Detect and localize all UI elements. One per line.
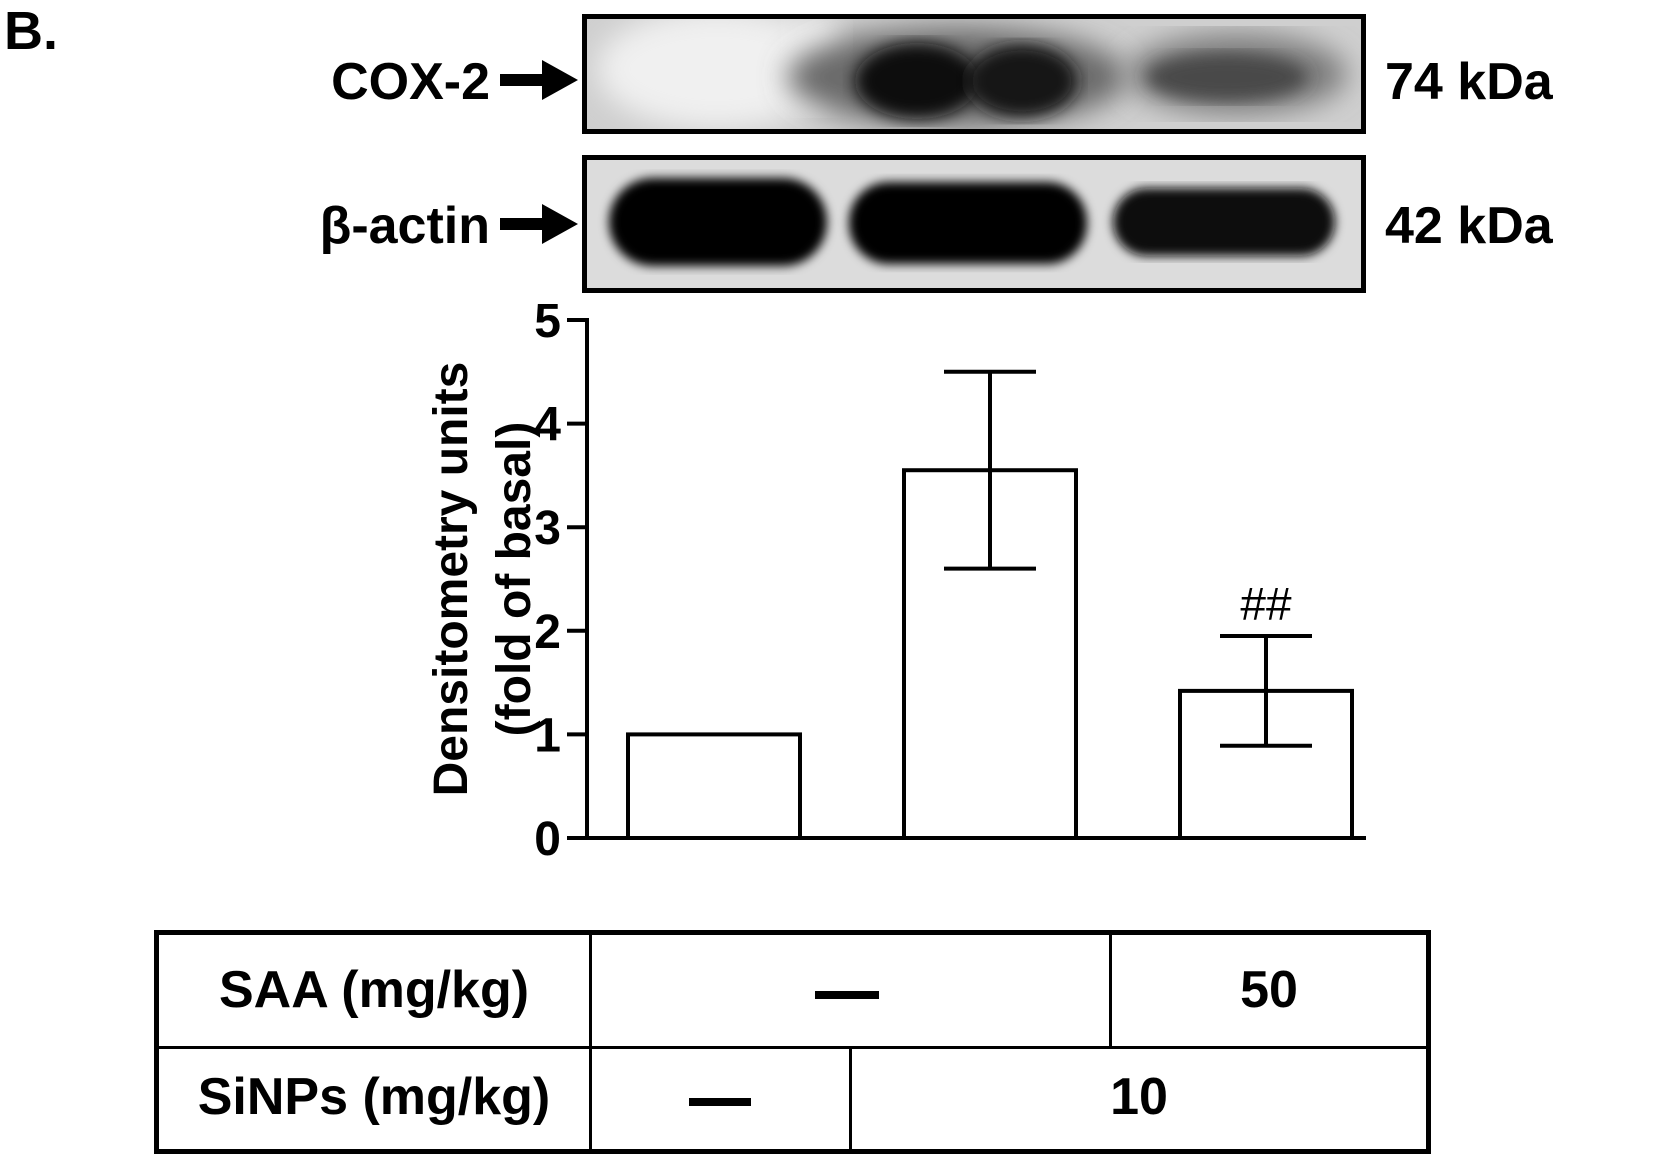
actin-label: β-actin <box>319 197 490 255</box>
actin-mw-label: 42 kDa <box>1385 197 1553 255</box>
y-axis-label-line1: Densitometry units <box>425 362 478 797</box>
saa-row-label: SAA (mg/kg) <box>218 961 530 1019</box>
table-saa-divider <box>1109 935 1112 1046</box>
treatment-table: SAA (mg/kg) 50 SiNPs (mg/kg) 10 <box>154 930 1431 1154</box>
saa-dose-value: 50 <box>1240 961 1298 1019</box>
y-tick-label: 1 <box>534 709 561 762</box>
bar <box>626 732 802 840</box>
cox2-arrow-icon <box>500 60 578 100</box>
significance-annotation: ## <box>1240 578 1292 630</box>
densitometry-bar-chart: 0 1 2 3 4 5 Densitometry units (fold of basal) #… <box>425 300 1366 866</box>
y-tick-label: 2 <box>534 606 561 659</box>
cox2-label: COX-2 <box>331 53 490 111</box>
table-label-divider <box>589 935 592 1149</box>
sinps-row-label: SiNPs (mg/kg) <box>197 1068 551 1126</box>
y-tick-label: 5 <box>534 300 561 348</box>
cox2-blot-bands <box>587 19 1361 129</box>
y-tick-label: 3 <box>534 502 561 555</box>
actin-arrow-icon <box>500 204 578 244</box>
table-sinps-divider <box>849 1046 852 1149</box>
cox2-blot-image <box>582 14 1366 134</box>
saa-dash-marker <box>815 991 879 999</box>
sinps-dose-value: 10 <box>1110 1068 1168 1126</box>
cox2-mw-label: 74 kDa <box>1385 53 1553 111</box>
y-tick-label: 0 <box>534 813 561 866</box>
panel-label: B. <box>4 1 58 61</box>
y-tick-label: 4 <box>534 399 561 452</box>
sinps-dash-marker <box>689 1098 751 1106</box>
actin-blot-bands <box>587 160 1361 288</box>
actin-blot-image <box>582 155 1366 293</box>
table-row-divider <box>159 1046 1426 1049</box>
y-axis-label-line2: (fold of basal) <box>488 422 541 737</box>
